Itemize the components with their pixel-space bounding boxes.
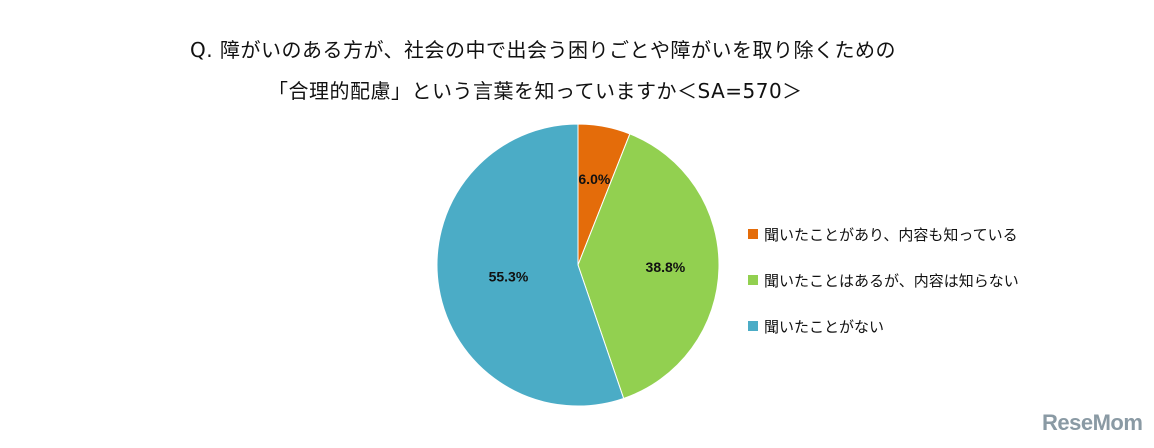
legend-swatch-known [748, 229, 758, 239]
legend: 聞いたことがあり、内容も知っている 聞いたことはあるが、内容は知らない 聞いたこ… [748, 222, 1019, 360]
slice-label-never: 55.3% [489, 269, 529, 285]
legend-label-never: 聞いたことがない [764, 317, 885, 336]
legend-item-known: 聞いたことがあり、内容も知っている [748, 222, 1019, 246]
legend-item-heard: 聞いたことはあるが、内容は知らない [748, 268, 1019, 292]
legend-label-known: 聞いたことがあり、内容も知っている [764, 225, 1018, 244]
legend-label-heard: 聞いたことはあるが、内容は知らない [764, 271, 1019, 290]
chart-title-line1: Q. 障がいのある方が、社会の中で出会う困りごとや障がいを取り除くための [190, 38, 897, 62]
slice-label-known: 6.0% [578, 171, 610, 187]
slice-never [436, 123, 625, 407]
slice-heard [577, 133, 720, 400]
chart-title-line2: 「合理的配慮」という言葉を知っていますか＜SA=570＞ [268, 79, 803, 103]
resemom-logo: ReseMom [1042, 410, 1143, 435]
legend-swatch-never [748, 321, 758, 331]
legend-swatch-heard [748, 275, 758, 285]
legend-item-never: 聞いたことがない [748, 314, 1019, 338]
slice-label-heard: 38.8% [646, 259, 686, 275]
